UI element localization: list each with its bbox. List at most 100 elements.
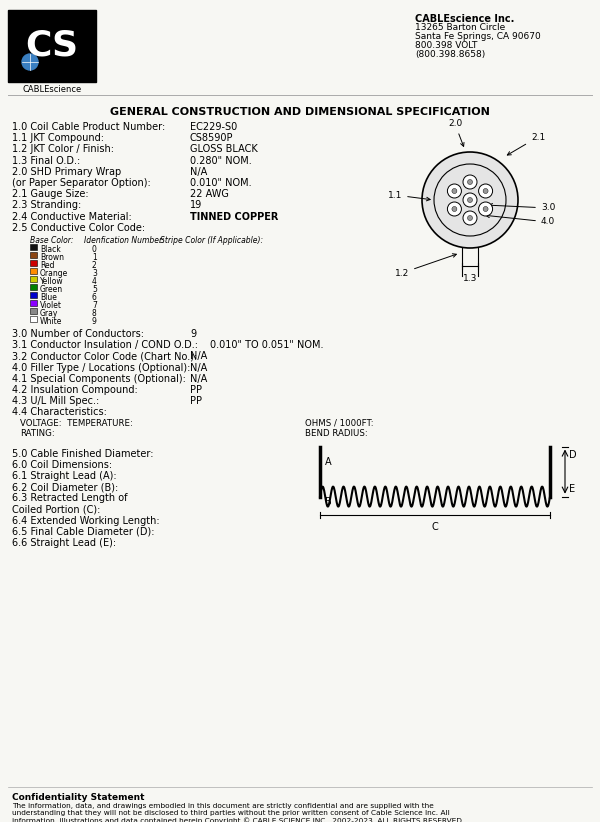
Text: Idenfication Number:: Idenfication Number: [84,236,165,245]
Text: B: B [325,496,332,506]
Text: CS: CS [25,29,79,63]
Text: Red: Red [40,261,55,270]
Circle shape [479,202,493,216]
Circle shape [448,202,461,216]
Text: (800.398.8658): (800.398.8658) [415,50,485,59]
Circle shape [452,206,457,211]
Bar [30,300,37,306]
Text: Black: Black [40,245,61,254]
Text: 4.4 Characteristics:: 4.4 Characteristics: [12,408,107,418]
Text: Brown: Brown [40,253,64,262]
Text: 5: 5 [92,285,97,294]
Text: Base Color:: Base Color: [30,236,74,245]
Text: 4.0 Filler Type / Locations (Optional):: 4.0 Filler Type / Locations (Optional): [12,363,190,372]
Text: 6.5 Final Cable Diameter (D):: 6.5 Final Cable Diameter (D): [12,527,155,537]
Text: 19: 19 [190,201,202,210]
Text: 1.3 Final O.D.:: 1.3 Final O.D.: [12,155,80,165]
Text: 2.0: 2.0 [448,119,464,146]
Text: RATING:: RATING: [20,428,55,437]
Circle shape [479,184,493,198]
Bar [30,268,37,274]
Text: 1.2: 1.2 [395,254,457,278]
Circle shape [483,206,488,211]
Circle shape [422,152,518,248]
Text: 0.010" NOM.: 0.010" NOM. [190,178,251,188]
Text: (or Paper Separator Option):: (or Paper Separator Option): [12,178,151,188]
Text: A: A [325,456,332,467]
Text: 9: 9 [190,329,196,339]
Bar [30,284,37,290]
Text: 800.398 VOLT: 800.398 VOLT [415,41,478,50]
Text: 4: 4 [92,277,97,286]
Text: E: E [569,483,575,493]
Text: 6.4 Extended Working Length:: 6.4 Extended Working Length: [12,515,160,526]
Text: 6.1 Straight Lead (A):: 6.1 Straight Lead (A): [12,471,116,481]
Text: N/A: N/A [190,167,207,177]
Text: Orange: Orange [40,269,68,278]
Bar [30,244,37,250]
Text: OHMS / 1000FT:: OHMS / 1000FT: [305,418,374,427]
Text: 4.0: 4.0 [486,214,555,227]
Text: 9: 9 [92,317,97,326]
Text: 1.0 Coil Cable Product Number:: 1.0 Coil Cable Product Number: [12,122,165,132]
Circle shape [448,184,461,198]
Bar [30,276,37,282]
Text: 7: 7 [92,301,97,310]
Text: GENERAL CONSTRUCTION AND DIMENSIONAL SPECIFICATION: GENERAL CONSTRUCTION AND DIMENSIONAL SPE… [110,107,490,117]
Text: C: C [431,522,439,532]
Text: 1.1 JKT Compound:: 1.1 JKT Compound: [12,133,104,143]
Text: 2.0 SHD Primary Wrap: 2.0 SHD Primary Wrap [12,167,121,177]
Text: PP: PP [190,385,202,395]
Text: 6: 6 [92,293,97,302]
Text: Confidentiality Statement: Confidentiality Statement [12,793,145,802]
Text: 6.6 Straight Lead (E):: 6.6 Straight Lead (E): [12,538,116,548]
Text: 0.280" NOM.: 0.280" NOM. [190,155,252,165]
Text: CABLEscience: CABLEscience [22,85,82,94]
Text: VOLTAGE:  TEMPERATURE:: VOLTAGE: TEMPERATURE: [20,418,133,427]
Circle shape [452,188,457,193]
Text: White: White [40,317,62,326]
Text: 4.2 Insulation Compound:: 4.2 Insulation Compound: [12,385,138,395]
Text: Blue: Blue [40,293,57,302]
Text: 2.4 Conductive Material:: 2.4 Conductive Material: [12,211,132,222]
Text: 4.3 U/L Mill Spec.:: 4.3 U/L Mill Spec.: [12,396,99,406]
Text: 2.1 Gauge Size:: 2.1 Gauge Size: [12,189,89,199]
Text: 3.0 Number of Conductors:: 3.0 Number of Conductors: [12,329,144,339]
Text: 5.0 Cable Finished Diameter:: 5.0 Cable Finished Diameter: [12,449,154,459]
Text: N/A: N/A [190,363,207,372]
Circle shape [463,211,477,225]
Text: 6.0 Coil Dimensions:: 6.0 Coil Dimensions: [12,459,112,470]
Text: 1.2 JKT Color / Finish:: 1.2 JKT Color / Finish: [12,145,114,155]
Bar [30,308,37,314]
Text: EC229-S0: EC229-S0 [190,122,237,132]
Text: 2.1: 2.1 [508,132,545,155]
Text: N/A: N/A [190,374,207,384]
Text: Green: Green [40,285,63,294]
Text: TINNED COPPER: TINNED COPPER [190,211,278,222]
Text: Gray: Gray [40,309,58,318]
Text: 6.2 Coil Diameter (B):: 6.2 Coil Diameter (B): [12,483,118,492]
Text: 1: 1 [92,253,97,262]
Text: 0: 0 [92,245,97,254]
Circle shape [467,197,473,202]
Text: Yellow: Yellow [40,277,64,286]
Circle shape [22,54,38,70]
Text: CABLEscience Inc.: CABLEscience Inc. [415,14,514,24]
Text: 1.1: 1.1 [388,191,430,201]
Circle shape [483,188,488,193]
Text: Santa Fe Springs, CA 90670: Santa Fe Springs, CA 90670 [415,32,541,41]
Circle shape [467,179,473,184]
Text: 6.3 Retracted Length of: 6.3 Retracted Length of [12,493,128,503]
Text: 3.0: 3.0 [489,204,555,213]
Bar [30,316,37,322]
Text: Coiled Portion (C):: Coiled Portion (C): [12,505,100,515]
Text: BEND RADIUS:: BEND RADIUS: [305,428,368,437]
Text: The information, data, and drawings embodied in this document are strictly confi: The information, data, and drawings embo… [12,803,462,822]
Text: D: D [569,450,577,459]
Text: GLOSS BLACK: GLOSS BLACK [190,145,258,155]
Text: 3: 3 [92,269,97,278]
Circle shape [463,175,477,189]
Text: 2: 2 [92,261,97,270]
Text: PP: PP [190,396,202,406]
Text: 0.010" TO 0.051" NOM.: 0.010" TO 0.051" NOM. [210,340,323,350]
